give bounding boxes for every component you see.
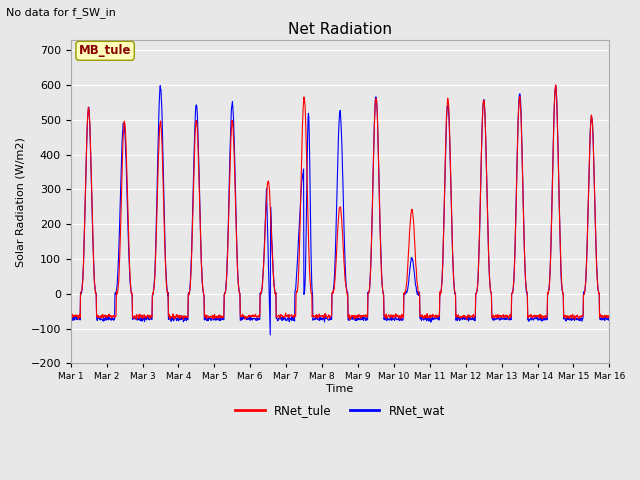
RNet_wat xyxy=(542,314,550,320)
Text: MB_tule: MB_tule xyxy=(79,44,131,57)
RNet_wat xyxy=(424,316,432,322)
Line: RNet_wat: RNet_wat xyxy=(71,85,609,335)
RNet_tule xyxy=(173,314,181,320)
RNet_tule xyxy=(187,271,195,276)
RNet_tule xyxy=(180,317,188,323)
RNet_tule xyxy=(247,313,255,319)
RNet_wat xyxy=(67,316,75,322)
Title: Net Radiation: Net Radiation xyxy=(288,22,392,37)
RNet_wat xyxy=(156,83,164,88)
RNet_tule xyxy=(542,312,550,318)
Legend: RNet_tule, RNet_wat: RNet_tule, RNet_wat xyxy=(230,400,449,422)
RNet_wat xyxy=(187,266,195,272)
RNet_wat xyxy=(495,316,502,322)
RNet_wat xyxy=(174,315,182,321)
X-axis label: Time: Time xyxy=(326,384,354,394)
Text: No data for f_SW_in: No data for f_SW_in xyxy=(6,7,116,18)
RNet_tule xyxy=(552,82,559,88)
RNet_wat xyxy=(605,316,613,322)
RNet_tule xyxy=(67,312,75,317)
RNet_wat xyxy=(247,316,255,322)
RNet_wat xyxy=(266,332,274,338)
Y-axis label: Solar Radiation (W/m2): Solar Radiation (W/m2) xyxy=(15,137,25,266)
RNet_tule xyxy=(494,315,502,321)
RNet_tule xyxy=(424,315,431,321)
Line: RNet_tule: RNet_tule xyxy=(71,85,609,320)
RNet_tule xyxy=(605,313,613,319)
